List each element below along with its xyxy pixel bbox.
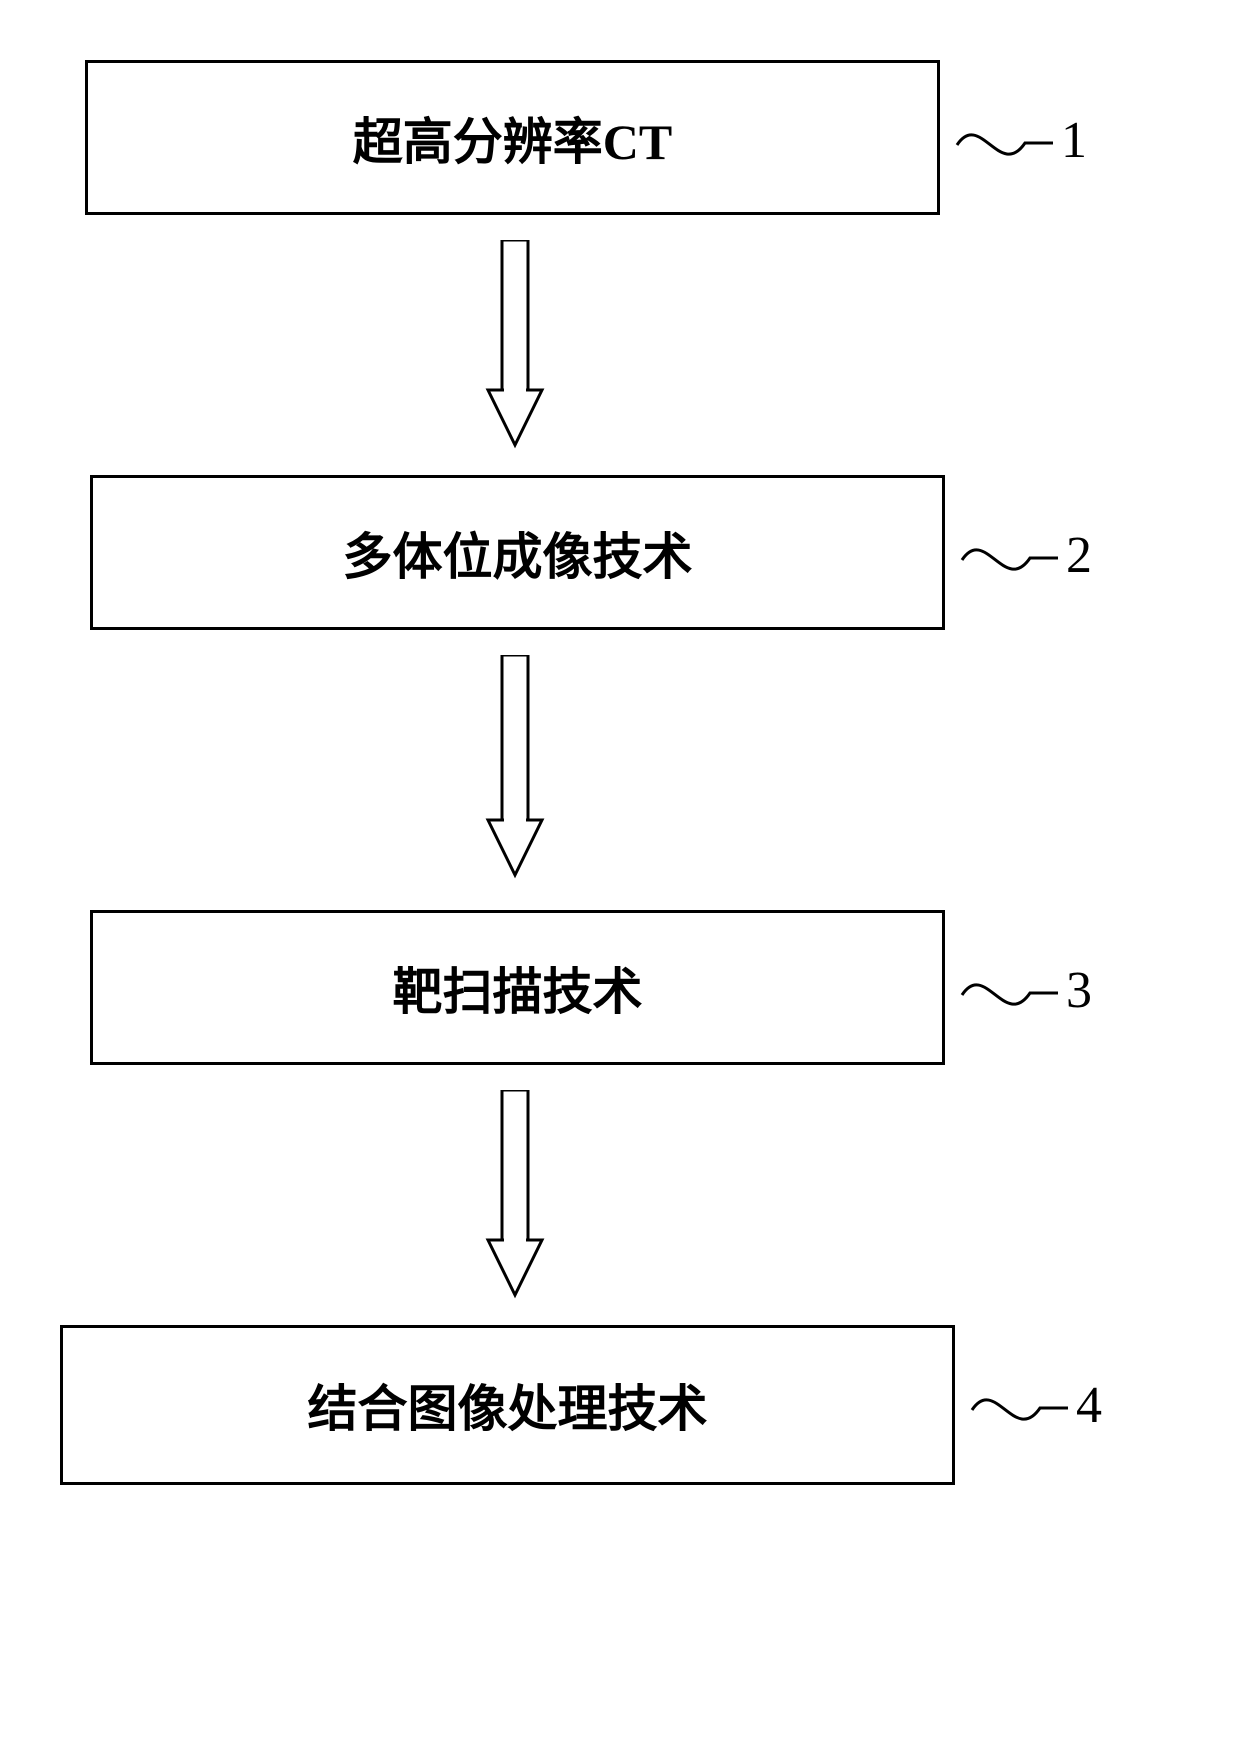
arrow-3-4: [475, 1090, 555, 1300]
annotation-2-num: 2: [1066, 526, 1092, 585]
flowchart-diagram: 超高分辨率CT 多体位成像技术 靶扫描技术 结合图像处理技术: [0, 0, 1240, 1755]
flow-box-1-label: 超高分辨率CT: [353, 102, 672, 174]
annotation-4: 4: [970, 1370, 1102, 1440]
arrow-1-2: [475, 240, 555, 450]
leader-curve-icon: [960, 955, 1060, 1025]
arrow-2-3: [475, 655, 555, 880]
flow-box-3-label: 靶扫描技术: [393, 952, 643, 1024]
annotation-1: 1: [955, 105, 1087, 175]
flow-box-2: 多体位成像技术: [90, 475, 945, 630]
annotation-1-num: 1: [1061, 111, 1087, 170]
annotation-3: 3: [960, 955, 1092, 1025]
flow-box-2-label: 多体位成像技术: [343, 517, 693, 589]
leader-curve-icon: [970, 1370, 1070, 1440]
leader-curve-icon: [955, 105, 1055, 175]
leader-curve-icon: [960, 520, 1060, 590]
annotation-4-num: 4: [1076, 1376, 1102, 1435]
flow-box-4: 结合图像处理技术: [60, 1325, 955, 1485]
annotation-2: 2: [960, 520, 1092, 590]
flow-box-4-label: 结合图像处理技术: [308, 1369, 708, 1441]
flow-box-3: 靶扫描技术: [90, 910, 945, 1065]
flow-box-1: 超高分辨率CT: [85, 60, 940, 215]
annotation-3-num: 3: [1066, 961, 1092, 1020]
